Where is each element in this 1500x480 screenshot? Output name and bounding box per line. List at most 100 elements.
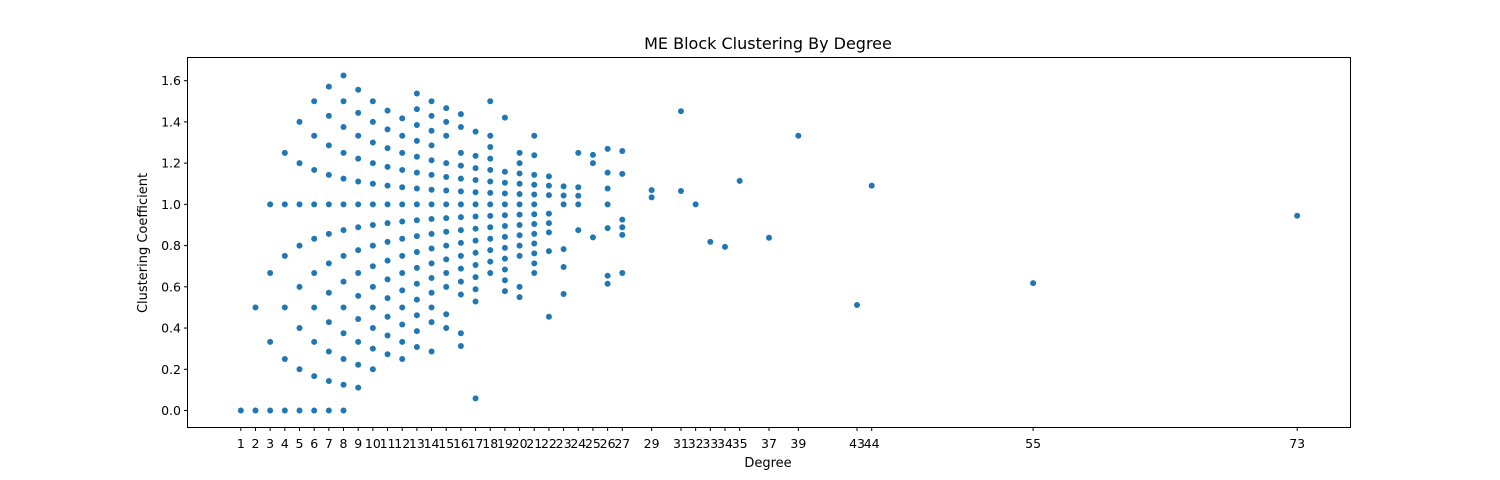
data-point (545, 192, 552, 199)
data-point (516, 149, 523, 156)
data-point (443, 187, 450, 194)
data-point (428, 319, 435, 326)
data-point (384, 351, 391, 358)
data-point (413, 312, 420, 319)
data-point (296, 366, 303, 373)
y-tick-label: 0.4 (161, 321, 181, 336)
data-point (589, 234, 596, 241)
data-point (311, 407, 318, 414)
data-point (457, 201, 464, 208)
data-point (355, 384, 362, 391)
data-point (296, 201, 303, 208)
data-point (516, 294, 523, 301)
data-point (428, 230, 435, 237)
data-point (457, 111, 464, 118)
data-point (516, 160, 523, 167)
data-point (531, 132, 538, 139)
data-point (457, 124, 464, 131)
data-point (472, 261, 479, 268)
data-point (369, 201, 376, 208)
data-point (355, 155, 362, 162)
data-point (311, 98, 318, 105)
x-tick-label: 10 (365, 436, 381, 451)
data-point (707, 238, 714, 245)
y-tick-label: 1.6 (161, 73, 181, 88)
plot-area-frame (187, 57, 1351, 428)
y-tick-label: 0.8 (161, 238, 181, 253)
data-point (516, 283, 523, 290)
data-point (501, 179, 508, 186)
data-point (766, 234, 772, 241)
data-point (428, 201, 435, 208)
x-tick-label: 39 (790, 436, 806, 451)
data-point (604, 169, 611, 176)
data-point (399, 132, 406, 139)
x-tick-label: 34 (717, 436, 733, 451)
data-point (531, 201, 538, 208)
data-point (575, 192, 582, 199)
data-point (311, 201, 318, 208)
data-point (281, 355, 288, 362)
data-point (355, 338, 362, 345)
x-tick-label: 35 (732, 436, 748, 451)
data-point (516, 170, 523, 177)
data-point (325, 407, 332, 414)
data-point (325, 201, 332, 208)
x-tick-label: 13 (409, 436, 425, 451)
data-point (457, 239, 464, 246)
data-point (340, 227, 347, 234)
data-point (267, 338, 274, 345)
x-tick-label: 73 (1289, 436, 1305, 451)
data-point (267, 407, 274, 414)
data-point (413, 344, 420, 351)
data-point (487, 178, 494, 185)
x-tick-label: 6 (310, 436, 318, 451)
data-point (516, 252, 523, 259)
data-point (545, 182, 552, 189)
data-point (487, 270, 494, 277)
data-point (501, 212, 508, 219)
data-point (399, 252, 406, 259)
data-point (443, 228, 450, 235)
data-point (501, 266, 508, 273)
data-point (399, 115, 406, 122)
data-point (531, 270, 538, 277)
y-axis-ticks: 0.0 0.2 0.4 0.6 0.8 1.0 1.2 1.4 1.6 (161, 73, 188, 418)
x-axis-label: Degree (744, 456, 791, 471)
data-point (428, 127, 435, 134)
data-point (413, 328, 420, 335)
data-point (472, 225, 479, 232)
data-point (355, 86, 362, 93)
data-point (311, 132, 318, 139)
data-point (457, 188, 464, 195)
data-point (619, 216, 626, 223)
data-point (457, 291, 464, 298)
data-point (443, 242, 450, 249)
data-point (575, 201, 582, 208)
data-point (560, 246, 567, 253)
data-point (443, 118, 450, 125)
y-tick-label: 1.0 (161, 197, 181, 212)
data-point (340, 278, 347, 285)
x-tick-label: 19 (497, 436, 513, 451)
data-point (340, 252, 347, 259)
data-point (501, 190, 508, 197)
data-point (487, 258, 494, 265)
data-point (487, 201, 494, 208)
data-point (560, 201, 567, 208)
data-point (487, 235, 494, 242)
data-point (516, 201, 523, 208)
data-point (340, 355, 347, 362)
x-tick-label: 1 (237, 436, 245, 451)
x-tick-label: 37 (761, 436, 777, 451)
data-point (472, 249, 479, 256)
data-point (472, 298, 479, 305)
data-point (281, 252, 288, 259)
x-tick-label: 20 (512, 436, 528, 451)
data-point (369, 160, 376, 167)
data-point (311, 235, 318, 242)
data-point (531, 230, 538, 237)
data-point (560, 264, 567, 271)
data-point (267, 201, 274, 208)
y-axis-label: Clustering Coefficient (136, 173, 151, 313)
